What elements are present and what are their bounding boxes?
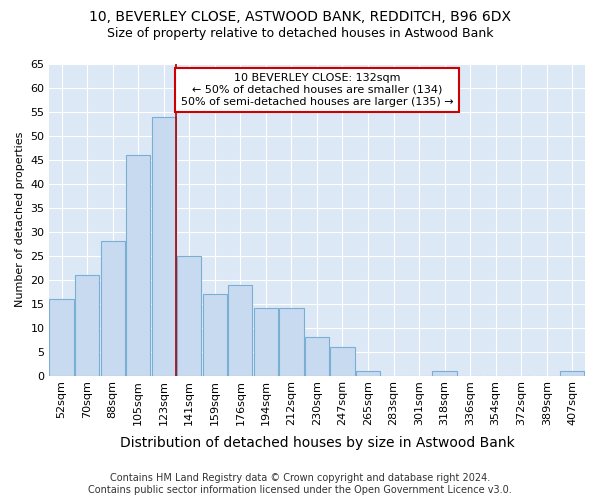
Bar xyxy=(279,308,304,376)
Bar xyxy=(126,155,151,376)
Bar xyxy=(228,284,253,376)
Bar xyxy=(433,371,457,376)
X-axis label: Distribution of detached houses by size in Astwood Bank: Distribution of detached houses by size … xyxy=(119,436,514,450)
Bar xyxy=(152,116,176,376)
Bar xyxy=(203,294,227,376)
Text: 10, BEVERLEY CLOSE, ASTWOOD BANK, REDDITCH, B96 6DX: 10, BEVERLEY CLOSE, ASTWOOD BANK, REDDIT… xyxy=(89,10,511,24)
Bar xyxy=(305,337,329,376)
Bar xyxy=(331,347,355,376)
Bar xyxy=(356,371,380,376)
Bar xyxy=(254,308,278,376)
Y-axis label: Number of detached properties: Number of detached properties xyxy=(15,132,25,308)
Text: 10 BEVERLEY CLOSE: 132sqm
← 50% of detached houses are smaller (134)
50% of semi: 10 BEVERLEY CLOSE: 132sqm ← 50% of detac… xyxy=(181,74,453,106)
Bar xyxy=(49,299,74,376)
Bar xyxy=(101,242,125,376)
Text: Contains HM Land Registry data © Crown copyright and database right 2024.
Contai: Contains HM Land Registry data © Crown c… xyxy=(88,474,512,495)
Bar xyxy=(560,371,584,376)
Bar xyxy=(75,275,99,376)
Text: Size of property relative to detached houses in Astwood Bank: Size of property relative to detached ho… xyxy=(107,28,493,40)
Bar xyxy=(177,256,202,376)
